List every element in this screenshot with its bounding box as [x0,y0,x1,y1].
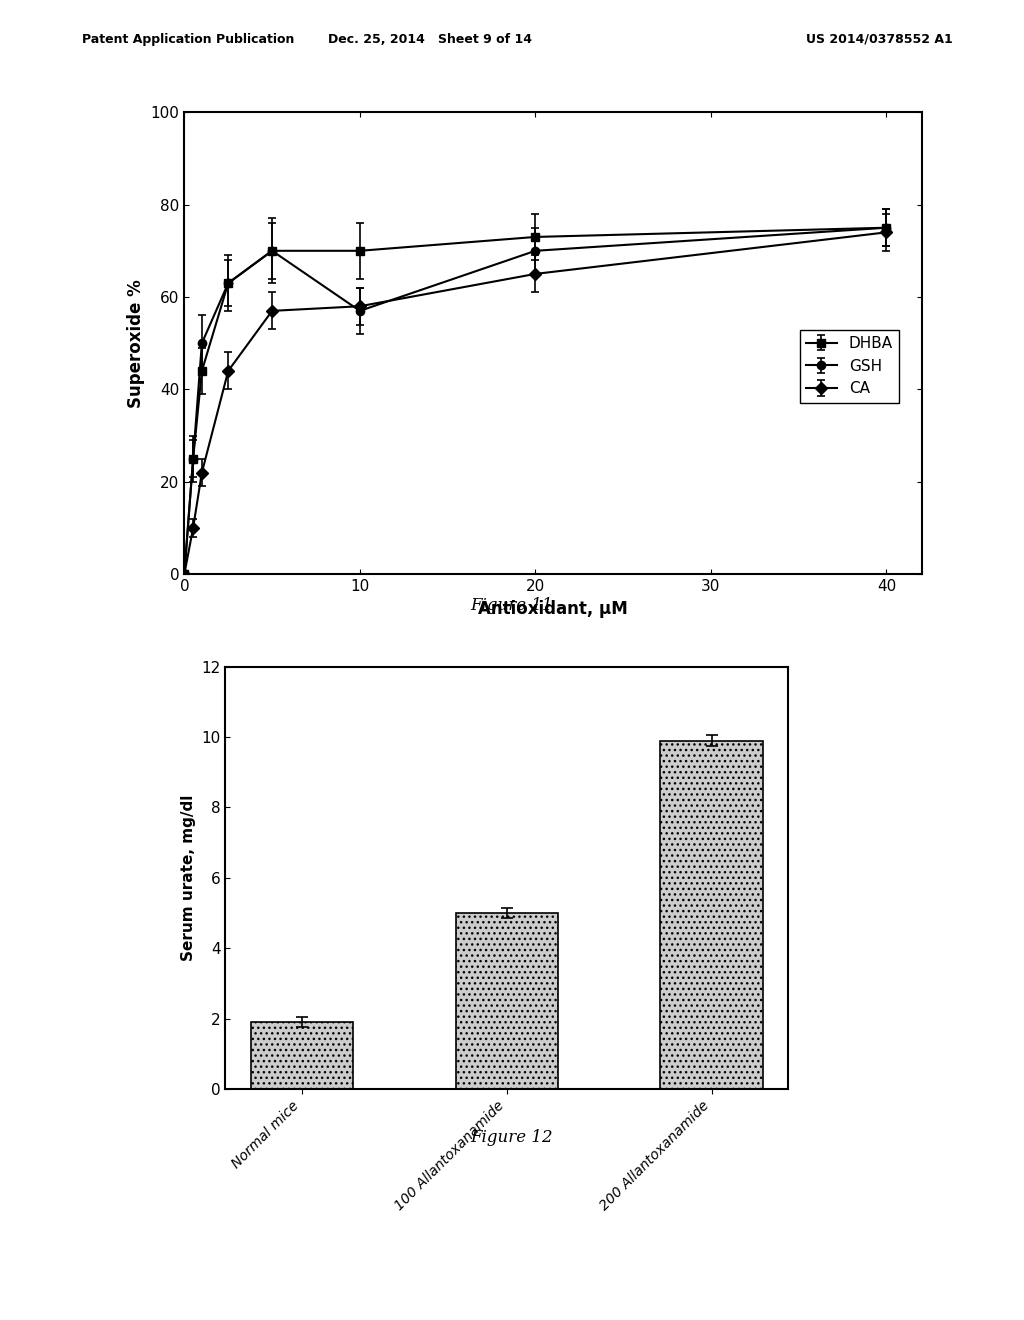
Y-axis label: Serum urate, mg/dl: Serum urate, mg/dl [180,795,196,961]
Bar [251,1022,353,1089]
Text: Figure 11: Figure 11 [471,597,553,614]
Text: Patent Application Publication: Patent Application Publication [82,33,294,46]
Y-axis label: Superoxide %: Superoxide % [127,279,145,408]
Bar [660,741,763,1089]
Text: Figure 12: Figure 12 [471,1129,553,1146]
X-axis label: Antioxidant, μM: Antioxidant, μM [478,599,628,618]
Legend: DHBA, GSH, CA: DHBA, GSH, CA [800,330,899,403]
Bar [456,913,558,1089]
Text: US 2014/0378552 A1: US 2014/0378552 A1 [806,33,952,46]
Text: Dec. 25, 2014   Sheet 9 of 14: Dec. 25, 2014 Sheet 9 of 14 [328,33,532,46]
